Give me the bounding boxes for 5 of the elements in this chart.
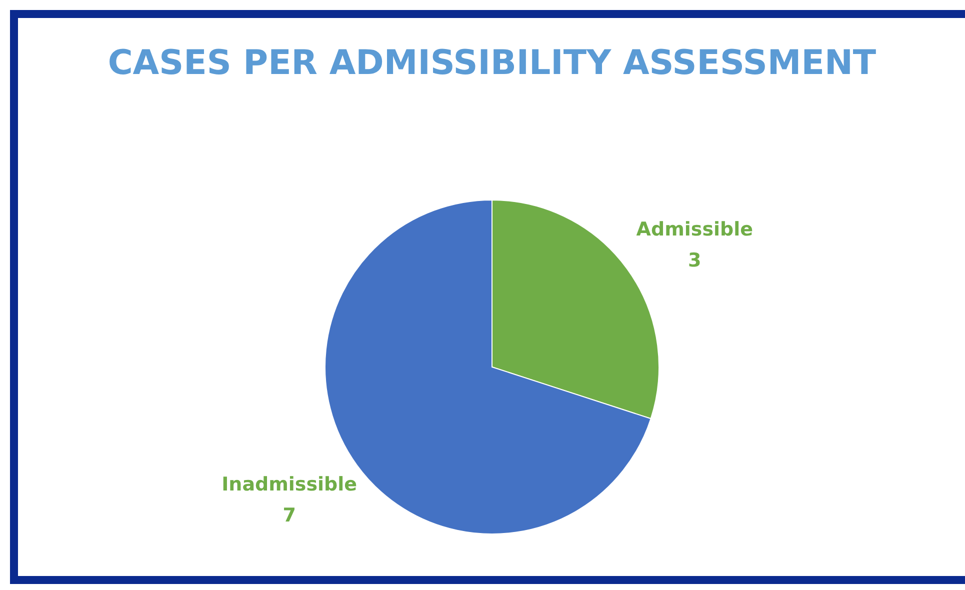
chart-title: CASES PER ADMISSIBILITY ASSESSMENT — [108, 43, 877, 83]
data-label: 3 — [688, 249, 702, 272]
data-label: 7 — [282, 504, 296, 527]
slice-label: Admissible — [636, 218, 754, 240]
slice-label: Inadmissible — [222, 474, 358, 496]
